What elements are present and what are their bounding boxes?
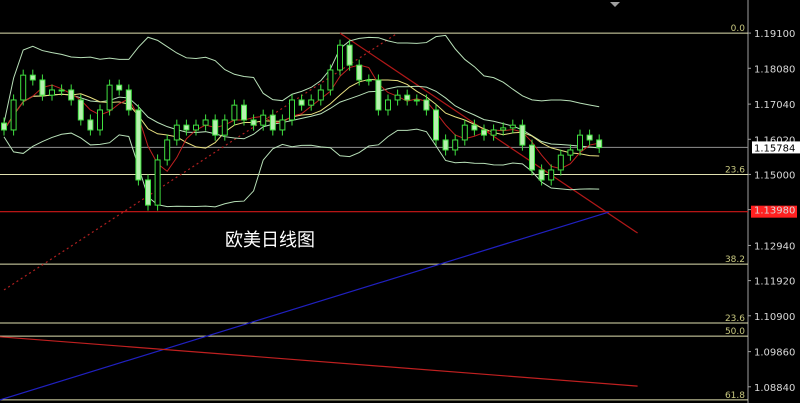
candle-body bbox=[500, 127, 507, 131]
candle-body bbox=[548, 169, 555, 181]
candle-body bbox=[461, 124, 468, 141]
candle-body bbox=[106, 84, 113, 111]
trendline-long-ma bbox=[0, 211, 609, 401]
candle-body bbox=[231, 104, 238, 121]
fib-label: 23.6 bbox=[725, 314, 745, 324]
candle-body bbox=[250, 119, 257, 126]
bollinger-lower bbox=[3, 128, 600, 208]
candle-body bbox=[433, 109, 439, 141]
candle-body bbox=[567, 149, 574, 156]
y-tick-label: 1.15000 bbox=[754, 170, 795, 181]
candle-body bbox=[1, 122, 7, 131]
candle-body bbox=[154, 159, 161, 206]
fib-label: 0.0 bbox=[731, 24, 746, 34]
trendline-rising-support bbox=[3, 32, 398, 291]
candle-body bbox=[404, 94, 411, 101]
fib-label: 38.2 bbox=[725, 255, 745, 265]
y-tick-label: 1.09860 bbox=[754, 348, 795, 359]
candle-body bbox=[586, 134, 593, 141]
y-tick-label: 1.13980 bbox=[754, 206, 795, 217]
candle-body bbox=[68, 89, 75, 101]
y-tick-label: 1.11920 bbox=[754, 277, 795, 288]
candle-body bbox=[269, 114, 276, 131]
bollinger-upper bbox=[3, 34, 600, 124]
candle-body bbox=[423, 99, 430, 111]
candle-body bbox=[365, 79, 372, 82]
candle-body bbox=[10, 99, 17, 131]
scroll-marker-icon bbox=[610, 2, 620, 7]
candle-body bbox=[577, 134, 583, 151]
candle-body bbox=[317, 89, 324, 101]
candle-body bbox=[519, 124, 526, 146]
bollinger-middle bbox=[3, 85, 600, 149]
y-tick-label: 1.18080 bbox=[754, 64, 795, 75]
ma-slow bbox=[3, 78, 600, 157]
candle-body bbox=[356, 64, 363, 81]
candle-body bbox=[346, 44, 353, 66]
fib-label: 50.0 bbox=[725, 327, 745, 337]
trendline-long-red bbox=[0, 336, 638, 387]
candle-body bbox=[490, 129, 497, 136]
candle-body bbox=[298, 99, 305, 106]
candle-body bbox=[212, 119, 219, 136]
candle-body bbox=[125, 89, 132, 111]
candle-body bbox=[471, 124, 478, 131]
candle-body bbox=[39, 79, 46, 96]
candle-body bbox=[116, 84, 123, 91]
candle-body bbox=[289, 99, 295, 121]
candle-body bbox=[394, 94, 401, 101]
candle-body bbox=[183, 124, 190, 131]
candle-body bbox=[596, 139, 603, 149]
y-tick-label: 1.19100 bbox=[754, 29, 795, 40]
y-tick-label: 1.17040 bbox=[754, 100, 795, 111]
candle-body bbox=[58, 89, 65, 92]
fib-label: 23.6 bbox=[725, 165, 745, 175]
candle-body bbox=[385, 99, 391, 111]
y-tick-label: 1.16020 bbox=[754, 135, 795, 146]
candle-body bbox=[135, 109, 142, 181]
candle-body bbox=[20, 74, 27, 101]
candle-body bbox=[173, 124, 180, 141]
candle-body bbox=[241, 104, 247, 121]
y-tick-label: 1.10900 bbox=[754, 312, 795, 323]
candle-body bbox=[193, 124, 199, 131]
red-price-label bbox=[751, 205, 797, 218]
candle-body bbox=[452, 139, 459, 151]
candle-body bbox=[529, 144, 535, 171]
ma-fast bbox=[3, 64, 600, 172]
current-price-label: 1.15784 bbox=[754, 143, 795, 154]
candle-body bbox=[164, 139, 171, 161]
candle-body bbox=[260, 114, 267, 126]
candle-body bbox=[375, 79, 382, 111]
candle-body bbox=[327, 69, 334, 91]
candle-body bbox=[509, 124, 516, 129]
y-tick-label: 1.12940 bbox=[754, 241, 795, 252]
candle-body bbox=[145, 179, 151, 206]
candle-body bbox=[308, 99, 315, 106]
trendline-descending-resistance bbox=[339, 32, 638, 234]
candle-body bbox=[202, 119, 209, 126]
candle-body bbox=[337, 44, 343, 71]
candle-body bbox=[77, 99, 84, 121]
chart-title: 欧美日线图 bbox=[225, 230, 315, 251]
candle-body bbox=[29, 74, 36, 81]
fib-label: 61.8 bbox=[725, 391, 745, 401]
candle-body bbox=[279, 119, 286, 131]
candle-body bbox=[557, 154, 564, 171]
candle-body bbox=[221, 119, 228, 136]
candle-body bbox=[49, 89, 55, 96]
candle-body bbox=[538, 169, 545, 181]
current-price-label-bg bbox=[752, 141, 800, 154]
candle-body bbox=[442, 139, 449, 151]
candle-body bbox=[87, 119, 94, 131]
candle-body bbox=[97, 109, 103, 131]
candle-body bbox=[481, 129, 487, 136]
candle-body bbox=[413, 99, 420, 102]
y-tick-label: 1.08840 bbox=[754, 383, 795, 394]
